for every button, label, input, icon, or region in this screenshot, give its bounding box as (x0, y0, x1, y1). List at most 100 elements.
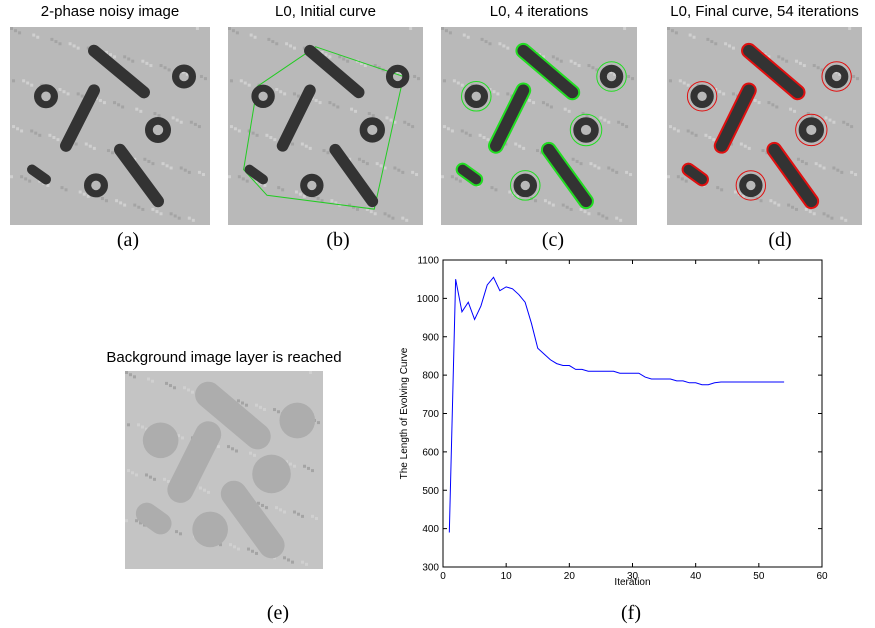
noise (820, 68, 824, 72)
noise (12, 125, 16, 129)
noise (228, 175, 231, 179)
noise (812, 212, 816, 216)
noise (302, 194, 306, 198)
noise (623, 27, 627, 30)
noise (169, 166, 173, 170)
noise (84, 142, 88, 146)
object (83, 173, 108, 198)
noise (187, 216, 191, 220)
x-tick-label: 10 (501, 571, 513, 582)
noise (547, 201, 551, 205)
noise (249, 33, 253, 37)
noise (46, 183, 50, 187)
noise (291, 142, 295, 146)
panel-image (667, 27, 862, 225)
noise (676, 129, 680, 133)
noise (92, 146, 96, 150)
noise (385, 116, 389, 120)
noise (728, 44, 732, 48)
noise (415, 173, 419, 177)
noise (197, 125, 201, 129)
noise (565, 205, 569, 209)
noise (203, 488, 206, 492)
noise (441, 27, 444, 30)
noise (127, 469, 130, 473)
noise (563, 107, 567, 111)
noise (269, 135, 273, 139)
noise (173, 214, 177, 218)
object (144, 116, 171, 143)
noise (676, 175, 680, 179)
noise (806, 112, 810, 116)
noise (609, 70, 613, 74)
noise (177, 434, 180, 438)
noise (597, 212, 601, 216)
noise (668, 79, 672, 83)
panel-caption: (d) (768, 229, 791, 251)
noise (730, 142, 734, 146)
noise (668, 125, 672, 129)
noise (747, 146, 751, 150)
noise (283, 556, 286, 560)
panel-image (228, 27, 423, 225)
noise (86, 194, 90, 198)
noise (482, 135, 486, 139)
noise (289, 44, 293, 48)
object (167, 421, 222, 503)
noise (279, 90, 283, 94)
noise (320, 50, 324, 54)
noise (830, 216, 834, 220)
noise (532, 101, 536, 105)
contour (569, 113, 603, 147)
noise (696, 83, 700, 87)
noise (292, 46, 296, 50)
noise (149, 475, 152, 479)
noise (605, 216, 609, 220)
noise (336, 105, 340, 109)
noise (133, 157, 137, 161)
y-tick-label: 300 (422, 563, 439, 574)
noise (522, 146, 526, 150)
noise (393, 166, 397, 170)
noise (492, 90, 496, 94)
noise (577, 64, 581, 68)
object (114, 143, 164, 208)
object (798, 117, 824, 143)
noise (227, 445, 230, 449)
noise (133, 203, 137, 207)
noise (667, 27, 670, 30)
noise (147, 159, 151, 163)
noise (496, 92, 500, 96)
noise (332, 103, 336, 107)
noise (379, 164, 383, 168)
noise (350, 107, 354, 111)
noise (185, 72, 189, 76)
object (824, 64, 849, 89)
noise (840, 216, 844, 220)
y-axis-label: The Length of Evolving Curve (399, 347, 410, 479)
noise (315, 517, 318, 521)
object (542, 143, 592, 208)
noise (231, 29, 235, 33)
noise (273, 138, 277, 142)
data-line (448, 276, 785, 533)
noise (846, 122, 850, 126)
noise (171, 116, 175, 120)
noise (143, 157, 147, 161)
noise (442, 125, 446, 129)
noise (804, 162, 808, 166)
noise (311, 514, 314, 518)
noise (852, 74, 856, 78)
noise (131, 59, 135, 63)
panel-caption: (e) (267, 602, 289, 624)
noise (247, 547, 250, 551)
noise (155, 210, 159, 214)
panel-caption: (a) (117, 229, 139, 251)
noise (303, 464, 306, 468)
noise (251, 549, 254, 553)
noise (551, 55, 555, 59)
noise (228, 27, 231, 30)
noise (183, 386, 186, 390)
noise (516, 194, 520, 198)
